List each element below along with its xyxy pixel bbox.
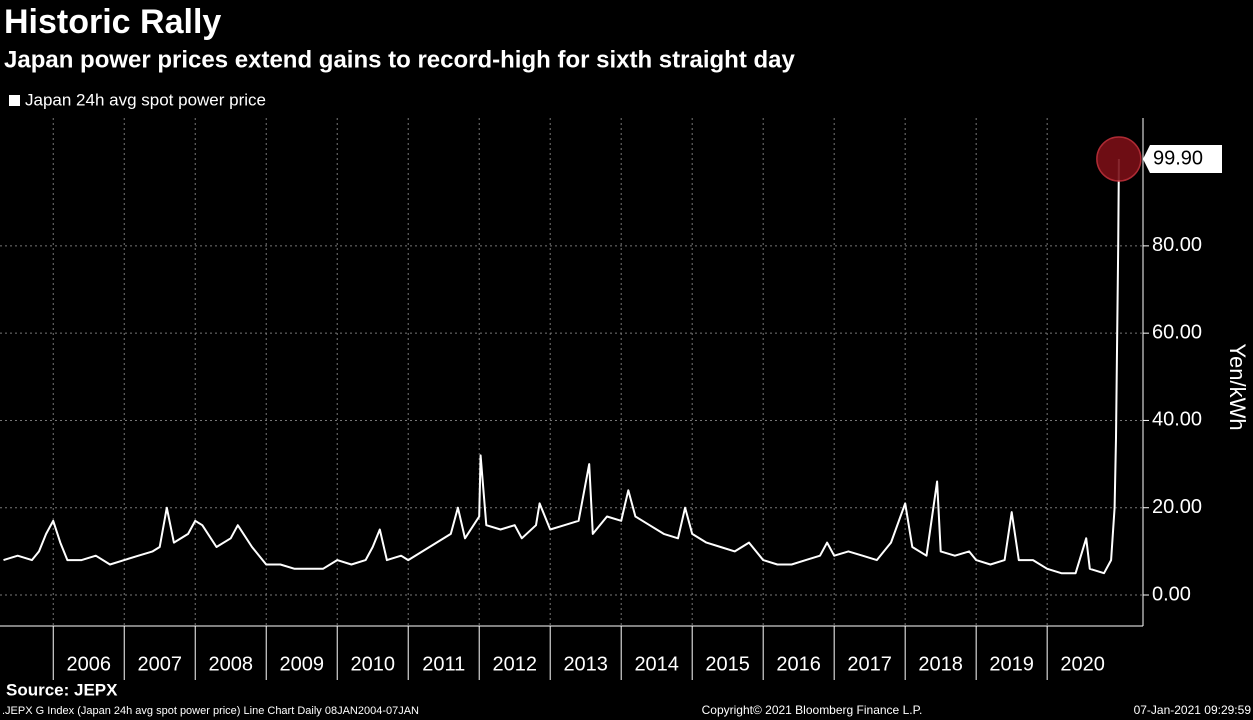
y-tick-label: 20.00 (1152, 496, 1202, 518)
chart-title: Historic Rally (4, 3, 221, 41)
y-tick-label: 40.00 (1152, 409, 1202, 431)
footer-right: 07-Jan-2021 09:29:59 (1134, 703, 1252, 717)
y-axis-label: Yen/kWh (1225, 343, 1250, 430)
x-tick-label: 2008 (208, 653, 253, 675)
line-series (3, 158, 1120, 575)
x-tick-label: 2020 (1060, 653, 1105, 675)
y-tick-label: 60.00 (1152, 321, 1202, 343)
x-tick-label: 2010 (350, 653, 395, 675)
x-tick-label: 2015 (705, 653, 750, 675)
x-tick-label: 2009 (279, 653, 324, 675)
source: Source: JEPX (6, 680, 118, 699)
x-tick-label: 2011 (422, 653, 465, 675)
value-label-box (1143, 145, 1222, 174)
x-tick-label: 2019 (989, 653, 1034, 675)
legend-swatch (9, 95, 20, 106)
y-tick-label: 80.00 (1152, 234, 1202, 256)
x-tick-label: 2007 (137, 653, 182, 675)
footer-left: .JEPX G Index (Japan 24h avg spot power … (2, 705, 419, 717)
x-tick-label: 2012 (492, 653, 537, 675)
x-tick-label: 2016 (776, 653, 821, 675)
footer-center: Copyright© 2021 Bloomberg Finance L.P. (702, 703, 923, 717)
x-tick-label: 2014 (634, 653, 679, 675)
x-tick-label: 2006 (66, 653, 111, 675)
highlight-circle (1096, 136, 1142, 182)
x-tick-label: 2018 (918, 653, 963, 675)
x-tick-label: 2017 (847, 653, 892, 675)
value-label: 99.90 (1153, 147, 1203, 169)
y-tick-label: 0.00 (1152, 583, 1191, 605)
legend-label: Japan 24h avg spot power price (25, 90, 266, 109)
chart-subtitle: Japan power prices extend gains to recor… (4, 46, 795, 73)
x-tick-label: 2013 (563, 653, 608, 675)
